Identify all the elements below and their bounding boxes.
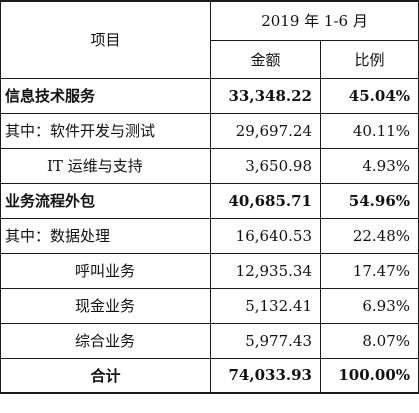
row-label: 综合业务	[0, 322, 211, 359]
row-label: 信息技术服务	[0, 77, 211, 114]
row-label: 其中：数据处理	[0, 217, 211, 254]
row-amount: 5,132.41	[210, 287, 321, 324]
header-amount: 金额	[210, 39, 321, 79]
row-ratio: 45.04%	[319, 77, 419, 114]
row-label: IT 运维与支持	[0, 147, 211, 184]
row-ratio: 54.96%	[319, 182, 419, 219]
table-row-total: 合计 74,033.93 100.00%	[0, 357, 419, 394]
row-label: 现金业务	[0, 287, 211, 324]
row-ratio: 4.93%	[319, 147, 419, 184]
row-amount: 33,348.22	[210, 77, 321, 114]
row-amount: 5,977.43	[210, 322, 321, 359]
row-amount: 40,685.71	[210, 182, 321, 219]
row-ratio: 8.07%	[319, 322, 419, 359]
table-row: 综合业务 5,977.43 8.07%	[0, 322, 419, 359]
row-amount: 16,640.53	[210, 217, 321, 254]
row-label: 其中：软件开发与测试	[0, 112, 211, 149]
row-ratio: 6.93%	[319, 287, 419, 324]
row-amount: 12,935.34	[210, 252, 321, 289]
header-period: 2019 年 1-6 月	[209, 0, 419, 41]
table-row: 信息技术服务 33,348.22 45.04%	[0, 77, 419, 114]
table-row: IT 运维与支持 3,650.98 4.93%	[0, 147, 419, 184]
row-amount: 29,697.24	[210, 112, 321, 149]
table-row: 现金业务 5,132.41 6.93%	[0, 287, 419, 324]
row-ratio: 22.48%	[319, 217, 419, 254]
table-row: 其中：软件开发与测试 29,697.24 40.11%	[0, 112, 419, 149]
row-label: 业务流程外包	[0, 182, 211, 219]
row-ratio: 40.11%	[319, 112, 419, 149]
row-label: 呼叫业务	[0, 252, 211, 289]
total-label: 合计	[0, 357, 211, 394]
total-amount: 74,033.93	[210, 357, 321, 394]
table-row: 呼叫业务 12,935.34 17.47%	[0, 252, 419, 289]
total-ratio: 100.00%	[319, 357, 419, 394]
revenue-breakdown-table: 项目 2019 年 1-6 月 金额 比例 信息技术服务 33,348.22 4…	[0, 0, 419, 394]
header-row-columns: 金额 比例	[1, 39, 419, 79]
table-row: 其中：数据处理 16,640.53 22.48%	[0, 217, 419, 254]
header-row-period: 项目 2019 年 1-6 月	[0, 0, 419, 79]
row-amount: 3,650.98	[210, 147, 321, 184]
header-item: 项目	[0, 0, 211, 79]
table-row: 业务流程外包 40,685.71 54.96%	[0, 182, 419, 219]
header-ratio: 比例	[319, 39, 419, 79]
row-ratio: 17.47%	[319, 252, 419, 289]
